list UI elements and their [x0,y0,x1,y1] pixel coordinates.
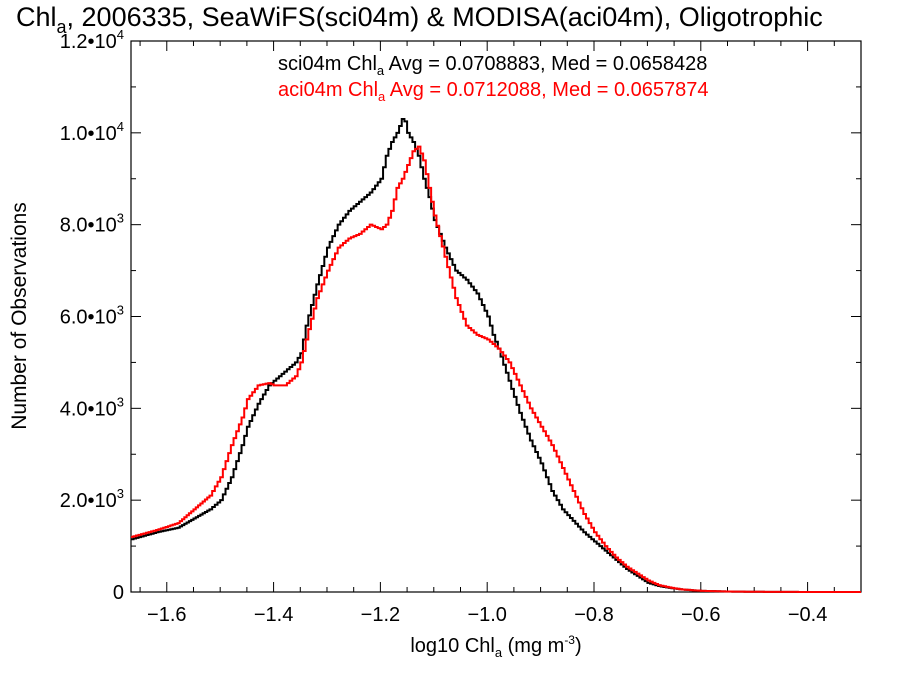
y-axis-label: Number of Observations [8,202,31,430]
y-tick-label: 1.2•104 [60,27,124,53]
chart-title: Chla, 2006335, SeaWiFS(sci04m) & MODISA(… [16,2,823,37]
y-tick-label: 8.0•103 [60,211,124,237]
y-tick-label: 2.0•103 [60,486,124,512]
x-tick-label: −1.4 [254,604,293,626]
y-axis: 0 2.0•103 4.0•103 6.0•103 8.0•103 1.0•104 1.2•… [60,27,861,604]
legend-stats-aci04m: aci04m Chla Avg = 0.0712088, Med = 0.065… [278,79,709,104]
x-tick-label: −0.6 [681,604,720,626]
x-tick-label: −1.2 [361,604,400,626]
x-tick-label: −0.8 [574,604,613,626]
series-line-sci04m [131,118,861,593]
y-tick-label: 4.0•103 [60,394,124,420]
y-tick-label: 1.0•104 [60,119,124,145]
x-tick-label: −0.4 [788,604,827,626]
x-tick-label: −1.6 [147,604,186,626]
x-tick-label: −1.0 [467,604,506,626]
x-axis-label: log10 Chla (mg m-3) [410,633,581,660]
series-line-aci04m [131,145,861,593]
y-tick-label: 6.0•103 [60,303,124,329]
x-axis: −1.6 −1.4 −1.2 −1.0 −0.8 −0.6 −0.4 [139,41,862,626]
plot-frame [130,40,862,593]
y-tick-label: 0 [113,582,124,604]
legend-stats-sci04m: sci04m Chla Avg = 0.0708883, Med = 0.065… [278,53,707,78]
series-layer [131,118,861,593]
